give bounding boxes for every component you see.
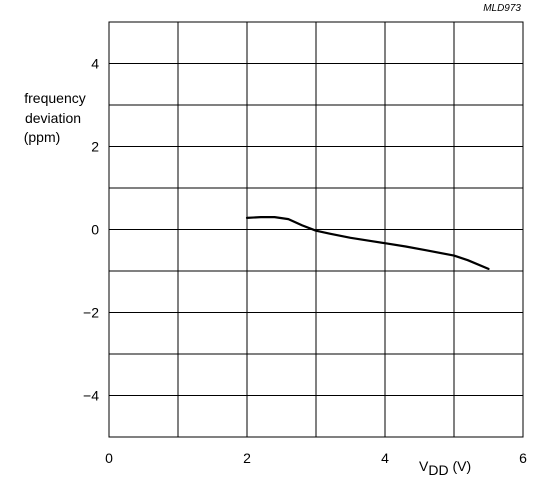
y-tick-label: 0: [91, 222, 99, 238]
y-tick-label: −4: [83, 388, 99, 404]
x-axis-label-main: V: [419, 458, 429, 474]
y-axis-label: frequency deviation (ppm): [24, 90, 86, 145]
x-tick-label: 4: [381, 450, 389, 466]
x-axis-label: VDD (V): [419, 458, 471, 478]
x-tick-label: 6: [519, 450, 527, 466]
x-axis-label-subscript: DD: [428, 462, 448, 478]
y-tick-label: −2: [83, 305, 99, 321]
plot-frame: [108, 21, 524, 438]
grid: [109, 22, 523, 437]
x-tick-labels: 0 2 4 6: [105, 450, 527, 466]
y-tick-label: 2: [91, 139, 99, 155]
figure-code: MLD973: [483, 3, 521, 14]
x-axis-label-unit: (V): [449, 458, 472, 474]
y-axis-label-line-1: frequency: [24, 90, 85, 106]
y-axis-label-line-2: deviation: [25, 110, 81, 126]
x-tick-label: 0: [105, 450, 113, 466]
y-tick-labels: 4 2 0 −2 −4: [83, 56, 99, 404]
series-line: [245, 216, 490, 270]
y-tick-label: 4: [91, 56, 99, 72]
x-tick-label: 2: [243, 450, 251, 466]
y-axis-label-line-3: (ppm): [24, 129, 61, 145]
